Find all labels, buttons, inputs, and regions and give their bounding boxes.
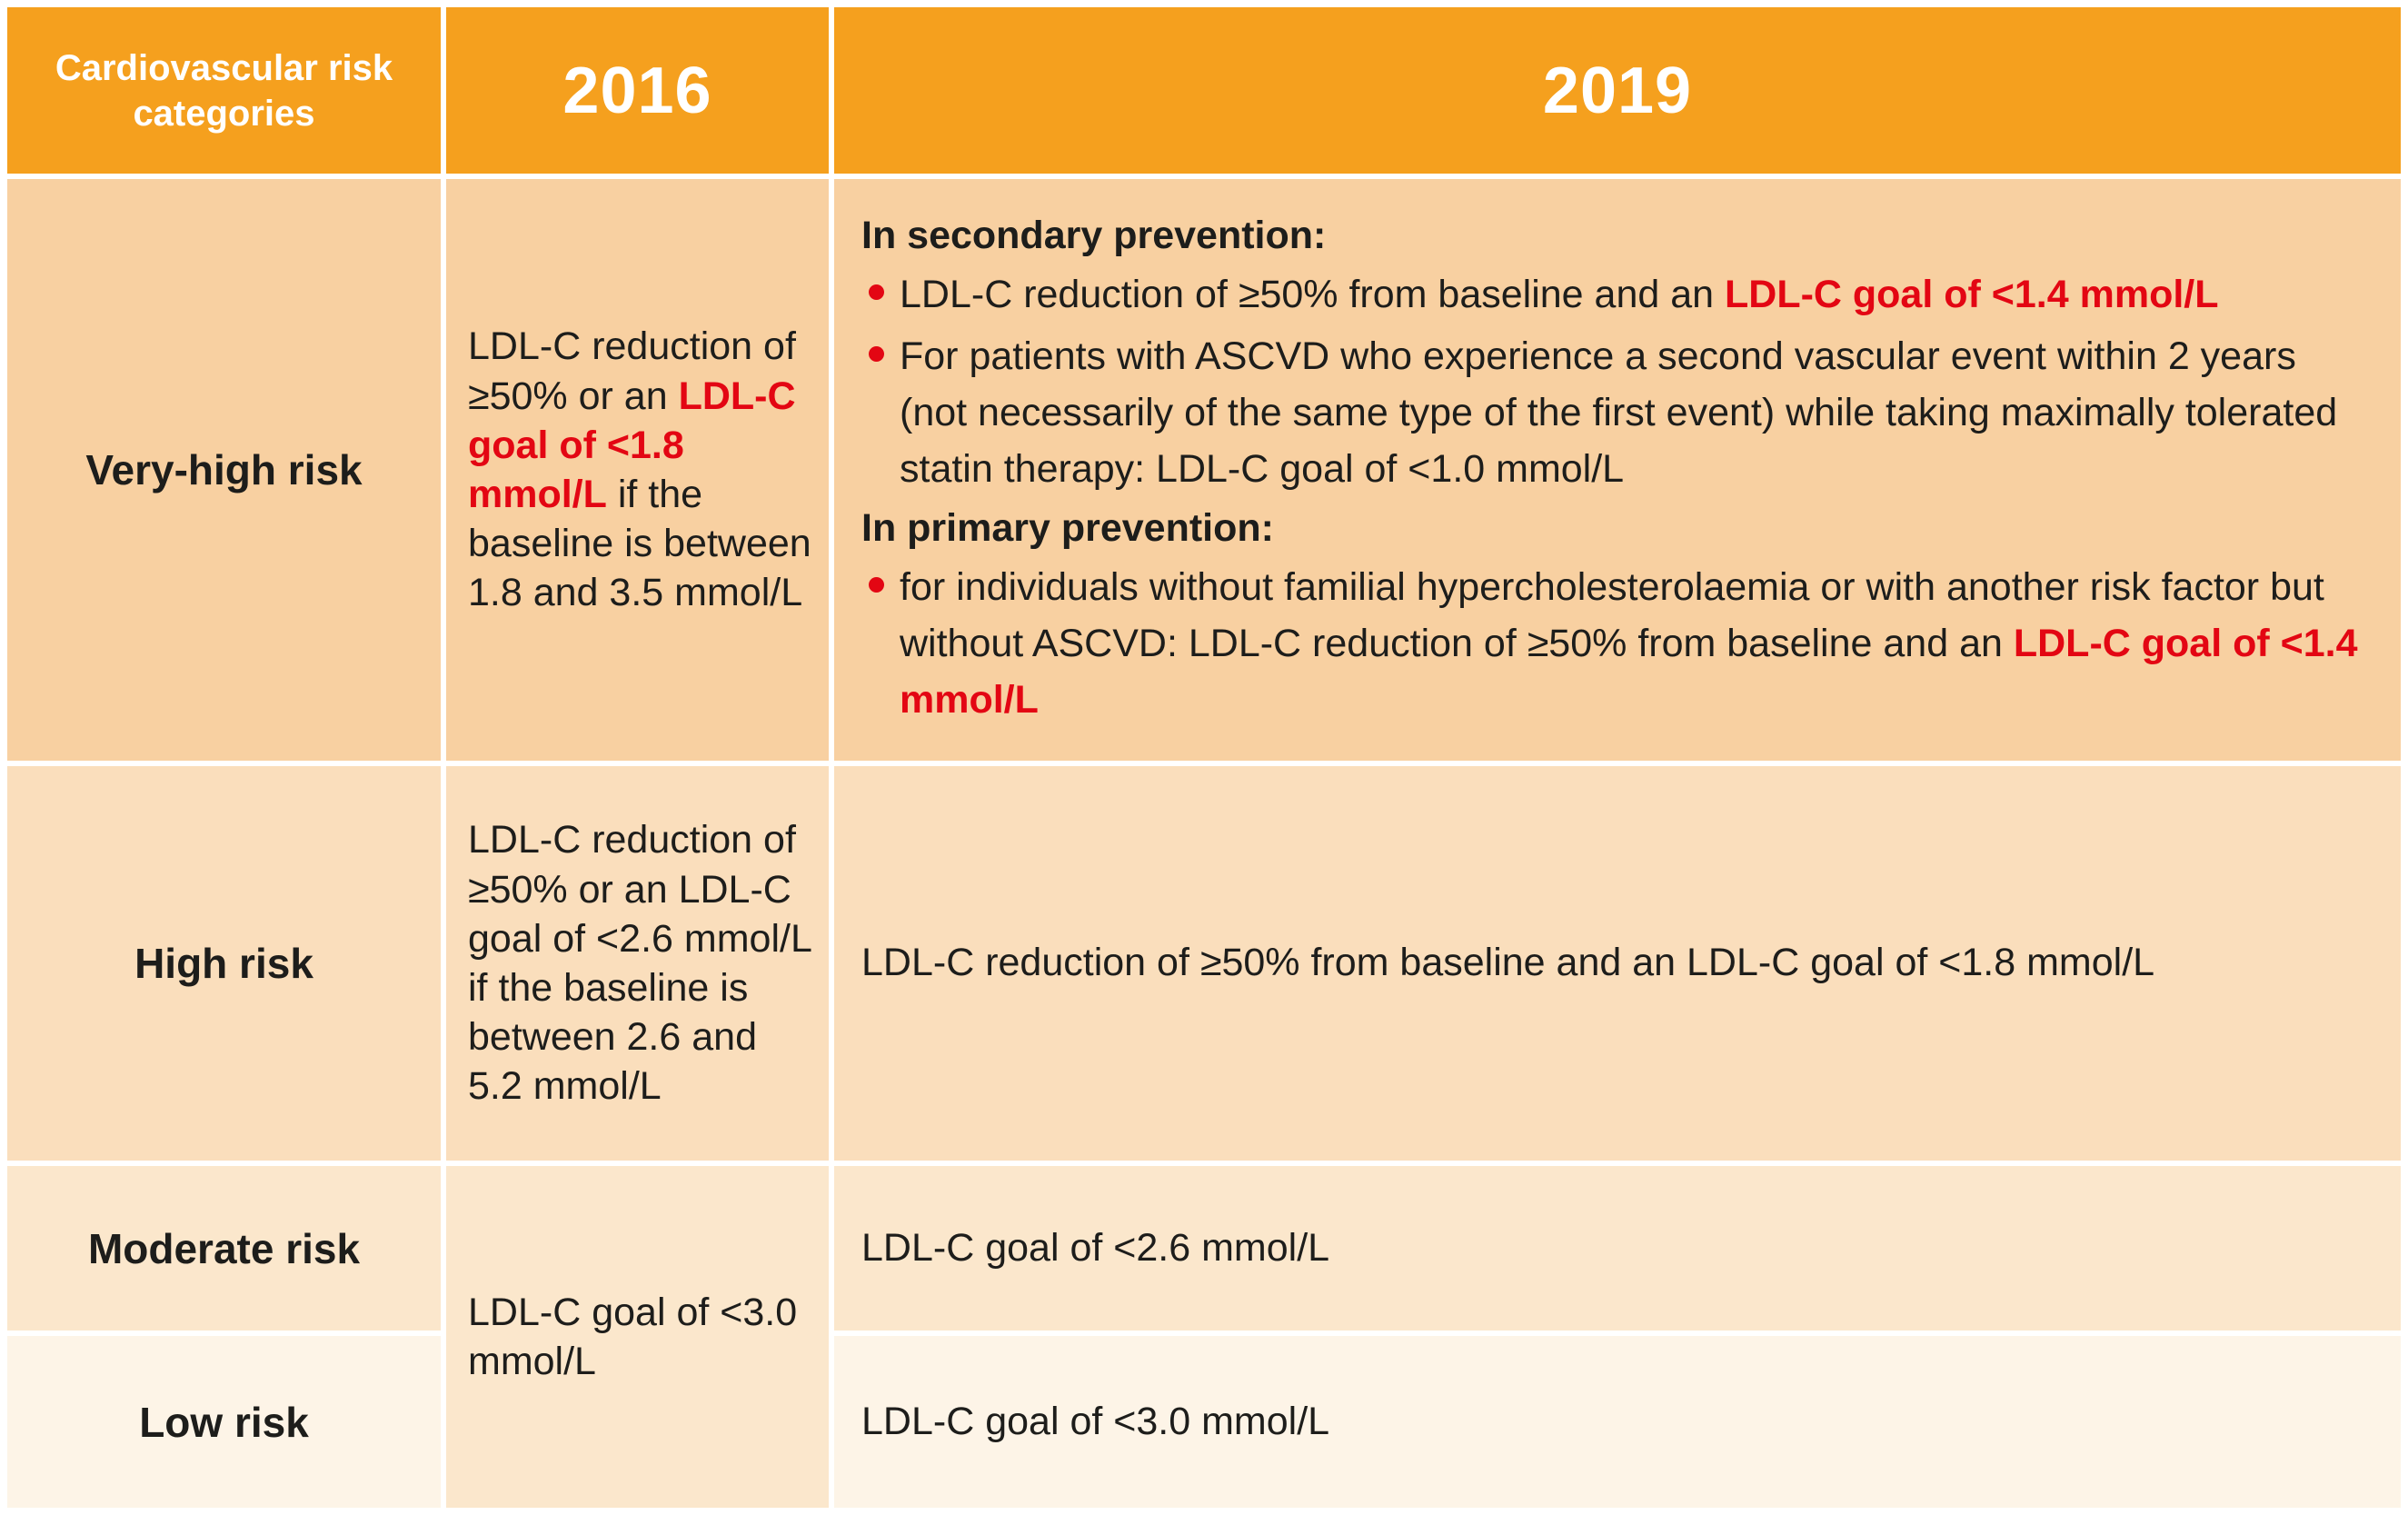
secondary-prevention-heading: In secondary prevention: (861, 214, 1327, 258)
cell-2019-low-risk: LDL-C goal of <3.0 mmol/L (834, 1336, 2401, 1508)
cell-2019-high-risk: LDL-C reduction of ≥50% from baseline an… (834, 766, 2401, 1161)
header-cell-categories: Cardiovascular risk categories (7, 7, 441, 174)
row-label-very-high-risk: Very-high risk (7, 179, 441, 761)
row-label-low-risk: Low risk (7, 1336, 441, 1508)
very-high-2016-text: LDL-C reduction of ≥50% or an LDL-C goal… (468, 322, 812, 617)
row-label-high-risk: High risk (7, 766, 441, 1161)
bullet1-goal-highlight: LDL-C goal of <1.4 mmol/L (1725, 273, 2219, 317)
bullet2-text: For patients with ASCVD who experience a… (900, 334, 2338, 492)
list-item: For patients with ASCVD who experience a… (861, 329, 2364, 498)
cell-2019-very-high-risk: In secondary prevention: LDL-C reduction… (834, 179, 2401, 761)
bullet-icon (869, 284, 884, 301)
header-cell-2016: 2016 (446, 7, 829, 174)
row-label-moderate-risk: Moderate risk (7, 1166, 441, 1331)
table-grid: Cardiovascular risk categories 2016 2019… (7, 7, 2401, 1508)
bullet3-goal-highlight: LDL-C goal of <1.4 mmol/L (900, 621, 2358, 722)
low-2019-text: LDL-C goal of <3.0 mmol/L (861, 1399, 1330, 1443)
list-item: for individuals without familial hyperch… (861, 560, 2364, 729)
moderate-2019-text: LDL-C goal of <2.6 mmol/L (861, 1225, 1330, 1270)
bullet-icon (869, 576, 884, 593)
very-high-2016-goal-highlight: LDL-C goal of <1.8 mmol/L (468, 374, 796, 516)
very-high-2016-pre: LDL-C reduction of ≥50% or an (468, 324, 796, 418)
high-2016-text: LDL-C reduction of ≥50% or an LDL-C goal… (468, 818, 811, 1109)
header-cell-2019: 2019 (834, 7, 2401, 174)
bullet-icon (869, 346, 884, 363)
bullet3-text: for individuals without familial hyperch… (900, 564, 2324, 665)
cell-2016-very-high-risk: LDL-C reduction of ≥50% or an LDL-C goal… (446, 179, 829, 761)
moderate-low-2016-text: LDL-C goal of <3.0 mmol/L (468, 1290, 798, 1383)
primary-prevention-heading: In primary prevention: (861, 505, 1274, 550)
very-high-2016-post: if the baseline is between 1.8 and 3.5 m… (468, 473, 811, 615)
cell-2016-high-risk: LDL-C reduction of ≥50% or an LDL-C goal… (446, 766, 829, 1161)
list-item: LDL-C reduction of ≥50% from baseline an… (861, 267, 2364, 324)
cell-2019-moderate-risk: LDL-C goal of <2.6 mmol/L (834, 1166, 2401, 1331)
cell-2016-moderate-low-risk: LDL-C goal of <3.0 mmol/L (446, 1166, 829, 1508)
high-2019-text: LDL-C reduction of ≥50% from baseline an… (861, 941, 2155, 985)
bullet1-text: LDL-C reduction of ≥50% from baseline an… (900, 273, 1725, 317)
